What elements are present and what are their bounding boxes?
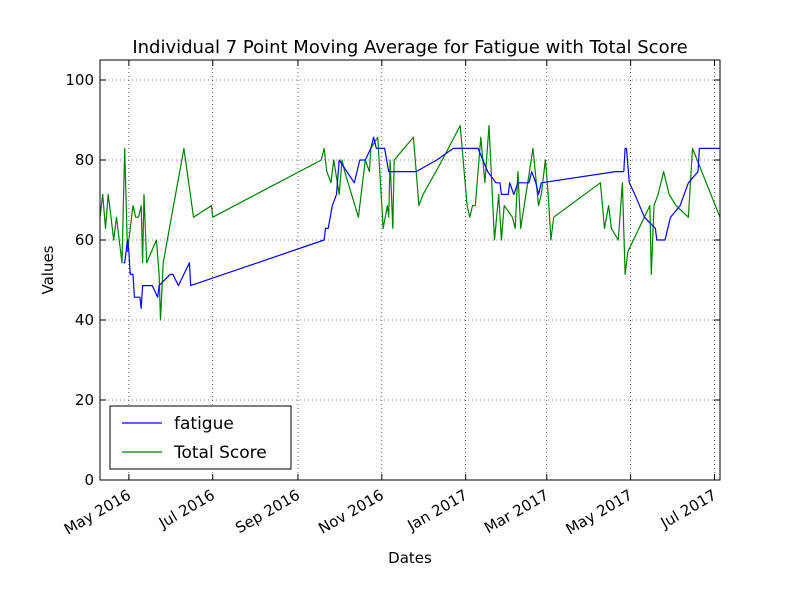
x-axis-label: Dates: [388, 549, 432, 567]
series-line-fatigue: [123, 136, 720, 309]
y-tick-label: 20: [75, 391, 94, 409]
series-layer: [99, 124, 721, 321]
legend-label-total-score: Total Score: [173, 443, 267, 463]
legend-label-fatigue: fatigue: [174, 414, 234, 434]
y-axis-label: Values: [39, 245, 57, 294]
y-tick-label: 80: [75, 151, 94, 169]
legend-box: [109, 405, 292, 470]
y-tick-label: 40: [75, 311, 94, 329]
series-line-total-score: [99, 124, 721, 321]
y-tick-label: 60: [75, 231, 94, 249]
plot-frame: [99, 59, 721, 481]
y-tick-label: 0: [84, 471, 94, 489]
legend: fatigue Total Score: [109, 405, 292, 470]
y-tick-label: 100: [65, 71, 94, 89]
chart-title: Individual 7 Point Moving Average for Fa…: [132, 37, 687, 58]
